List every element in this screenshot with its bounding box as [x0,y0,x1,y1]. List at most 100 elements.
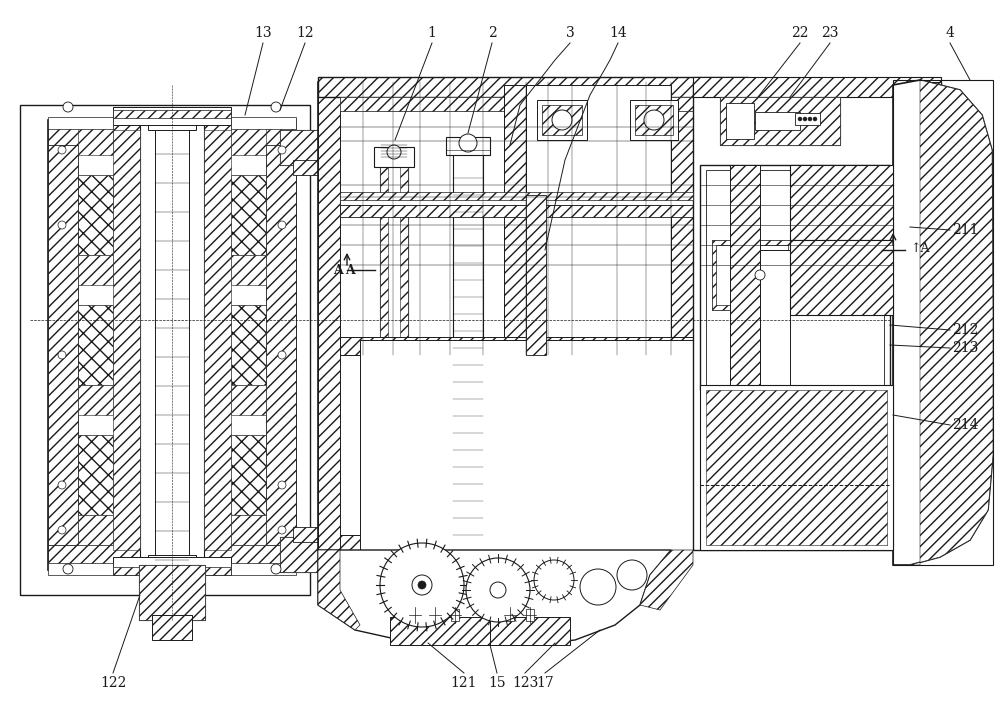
Bar [909,82,941,550]
Bar [340,337,693,355]
Bar [231,175,266,255]
Text: 23: 23 [821,26,839,40]
Circle shape [803,117,807,121]
Circle shape [63,564,73,574]
Bar [113,557,231,575]
Circle shape [418,581,426,589]
Text: 3: 3 [566,26,574,40]
Bar [293,527,323,542]
Bar [293,160,323,175]
Bar [400,160,408,540]
Polygon shape [910,80,993,565]
Bar [706,390,887,545]
Bar [280,130,335,165]
Text: 14: 14 [609,26,627,40]
Circle shape [808,117,812,121]
Circle shape [278,481,286,489]
Circle shape [387,145,401,159]
Circle shape [380,543,464,627]
Bar [204,130,231,550]
Bar [113,110,231,118]
Circle shape [798,117,802,121]
Circle shape [63,102,73,112]
Bar [374,530,414,545]
Bar [78,385,113,415]
Bar [537,100,587,140]
Text: 15: 15 [488,676,506,690]
Circle shape [466,558,530,622]
Polygon shape [318,550,671,645]
Bar [231,125,266,155]
Circle shape [580,569,616,605]
Bar [113,567,231,575]
Bar [446,533,490,545]
Text: 122: 122 [100,676,126,690]
Bar [453,150,483,540]
Bar [504,85,526,355]
Bar [139,565,205,620]
Circle shape [412,575,432,595]
Polygon shape [893,80,993,565]
Circle shape [278,146,286,154]
Bar [318,82,693,550]
Bar [431,609,439,621]
Bar [630,100,678,140]
Bar [755,112,800,130]
Bar [340,205,693,217]
Bar [790,165,893,240]
Bar [453,533,483,545]
Text: 121: 121 [451,676,477,690]
Bar [318,82,693,97]
Bar [20,105,310,595]
Circle shape [813,117,817,121]
Bar [760,250,790,390]
Bar [712,240,792,310]
Bar [716,245,788,305]
Bar [726,103,754,139]
Bar [374,147,414,167]
Circle shape [58,221,66,229]
Bar [712,240,792,310]
Bar [231,435,266,515]
Bar [542,105,582,135]
Bar [48,120,296,145]
Text: 22: 22 [791,26,809,40]
Circle shape [552,110,572,130]
Text: 12: 12 [296,26,314,40]
Bar [526,609,534,621]
Bar [266,120,296,570]
Text: 4: 4 [946,26,954,40]
Bar [155,120,189,570]
Bar [48,117,113,129]
Text: A: A [345,264,355,276]
Bar [140,120,204,570]
Bar [340,97,693,111]
Bar [635,105,673,135]
Circle shape [58,481,66,489]
Circle shape [644,110,664,130]
Bar [790,240,893,315]
Bar [340,192,693,200]
Bar [671,82,693,550]
Text: 214: 214 [952,418,978,432]
Bar [48,120,78,570]
Bar [78,255,113,285]
Bar [360,340,693,550]
Bar [113,130,140,550]
Circle shape [271,564,281,574]
Bar [231,255,266,285]
Bar [280,537,335,572]
Bar [446,137,490,155]
Bar [730,165,760,390]
Bar [706,170,884,385]
Bar [78,305,113,385]
Circle shape [534,560,574,600]
Bar [720,97,840,145]
Circle shape [459,134,477,152]
Text: 123: 123 [512,676,538,690]
Bar [411,609,419,621]
Bar [390,617,490,645]
Bar [526,85,671,355]
Bar [113,107,231,125]
Bar [340,97,693,111]
